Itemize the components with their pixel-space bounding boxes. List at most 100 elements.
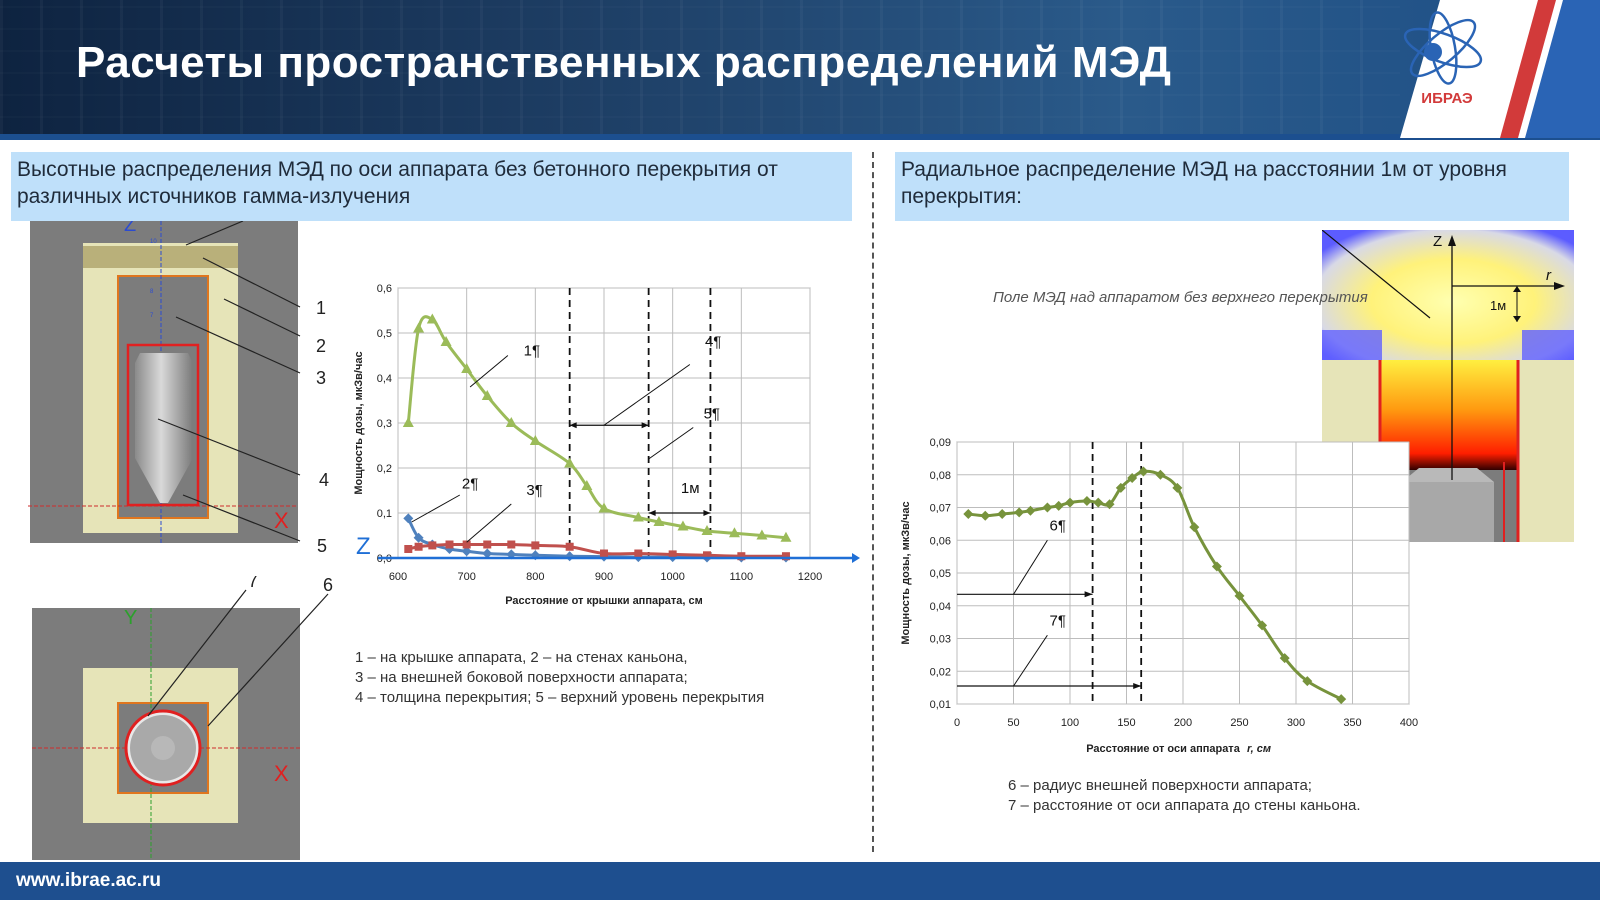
data-point (1042, 502, 1053, 513)
data-point (1053, 500, 1064, 511)
data-point (756, 529, 768, 540)
data-point (1138, 466, 1149, 477)
leader-line (466, 503, 512, 543)
x-tick-label: 150 (1117, 717, 1135, 729)
y-tick-label: 0,05 (930, 568, 951, 580)
data-point (1093, 497, 1104, 508)
y-tick-label: 0,1 (377, 508, 392, 520)
chart-annotation: 7¶ (1050, 612, 1066, 629)
leader-line (411, 494, 461, 523)
data-point (1127, 473, 1138, 484)
x-axis-variable: r, см (1247, 743, 1271, 755)
left-heading-line2: различных источников гамма-излучения (17, 185, 411, 208)
caption-line: 7 – расстояние от оси аппарата до стены … (1008, 797, 1361, 814)
dimension-arrowhead (1084, 591, 1093, 598)
y-tick-label: 0,5 (377, 328, 392, 340)
leader-line (469, 355, 509, 388)
axis-x-label: X (274, 508, 289, 533)
leader-line (648, 427, 694, 460)
vertical-divider (872, 152, 874, 852)
footer-url-link[interactable]: www.ibrae.ac.ru (16, 870, 162, 891)
right-section-heading: Радиальное распределение МЭД на расстоян… (895, 152, 1569, 221)
left-captions: 1 – на крышке аппарата, 2 – на стенах ка… (355, 648, 764, 708)
x-axis-title: Расстояние от оси аппарата (1086, 743, 1241, 755)
z-axis-label: Z (356, 533, 371, 560)
data-point (440, 336, 452, 346)
data-point (506, 549, 517, 560)
y-tick-label: 0,6 (377, 283, 392, 295)
data-point (598, 502, 610, 513)
ruler-tick-7: 7 (150, 313, 154, 319)
data-point (1211, 561, 1222, 572)
y-tick-label: 0,06 (930, 535, 951, 547)
data-point (1189, 522, 1200, 533)
ibrae-logo[interactable]: ИБРАЭ (1370, 0, 1600, 138)
callout-7: 7 (248, 576, 258, 591)
z-axis-arrowhead (852, 553, 860, 563)
y-tick-label: 0,01 (930, 699, 951, 711)
data-point (668, 550, 677, 559)
data-point (632, 511, 644, 522)
x-tick-label: 200 (1174, 717, 1192, 729)
data-point (1336, 694, 1347, 705)
series-label: 1¶ (524, 343, 540, 360)
data-point (1257, 620, 1268, 631)
y-axis-title: Мощность дозы, мкЗв/час (900, 501, 912, 644)
x-tick-label: 100 (1061, 717, 1079, 729)
data-point (997, 509, 1008, 520)
chart-annotation: 4¶ (705, 334, 721, 351)
data-point (402, 417, 414, 427)
data-point (1025, 505, 1036, 516)
callout-1: 1 (316, 298, 326, 318)
field-label: Поле МЭД над аппаратом без верхнего пере… (993, 289, 1368, 306)
data-point (461, 363, 473, 373)
dimension-arrowhead (569, 422, 577, 429)
data-point (445, 540, 454, 549)
x-tick-label: 250 (1230, 717, 1248, 729)
data-point (1104, 499, 1115, 510)
header-background (0, 0, 1400, 140)
data-point (980, 510, 991, 521)
data-point (413, 532, 424, 543)
header-banner (0, 0, 1600, 140)
data-point (461, 546, 472, 557)
data-point (483, 540, 492, 549)
leader-line (603, 364, 691, 426)
axis-z-label: Z (124, 221, 136, 236)
x-tick-label: 300 (1287, 717, 1305, 729)
caption-line: 1 – на крышке аппарата, 2 – на стенах ка… (355, 649, 688, 666)
page-title: Расчеты пространственных распределений М… (76, 38, 1172, 87)
data-point (529, 435, 541, 445)
data-point (677, 520, 689, 531)
dimension-arrowhead (1133, 682, 1142, 689)
axis-y-label: Y (124, 607, 137, 629)
y-tick-label: 0,3 (377, 418, 392, 430)
data-point (1234, 590, 1245, 601)
header-underline (0, 134, 1600, 140)
field-axis-z: Z (1433, 233, 1442, 250)
apparatus-plan-section-diagram: Y X 7 6 (32, 576, 333, 860)
left-section-heading: Высотные распределения МЭД по оси аппара… (11, 152, 852, 221)
x-tick-label: 800 (526, 571, 544, 583)
data-point (404, 545, 413, 553)
data-point (428, 541, 437, 550)
x-tick-label: 0 (954, 717, 960, 729)
data-point (653, 516, 665, 526)
y-tick-label: 0,04 (930, 601, 951, 613)
data-point (701, 525, 713, 535)
x-tick-label: 600 (389, 571, 407, 583)
data-point (482, 548, 493, 559)
data-point (531, 541, 540, 550)
data-point (507, 540, 516, 549)
data-point (1279, 653, 1290, 664)
data-point (564, 457, 576, 468)
leader-line (1013, 539, 1048, 595)
apparatus-side-section-diagram: Z X 10 8 7 1 2 3 4 5 (28, 221, 329, 556)
y-tick-label: 0,03 (930, 634, 951, 646)
caption-line: 6 – радиус внешней поверхности аппарата; (1008, 777, 1312, 794)
x-tick-label: 1000 (660, 571, 684, 583)
radial-distribution-chart: 0 50 100 150 200 250 300 350 400 0,01 0,02 0,03 0,04… (900, 437, 1418, 755)
axis-x-label-bottom: X (274, 761, 289, 786)
x-tick-label: 50 (1007, 717, 1019, 729)
data-point (426, 313, 438, 324)
